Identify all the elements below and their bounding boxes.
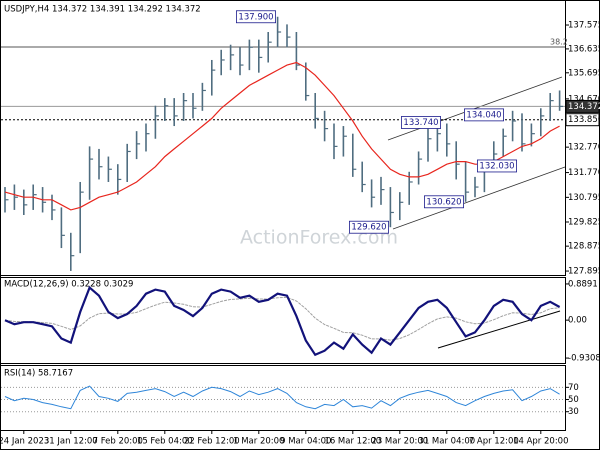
annotation-box	[477, 159, 517, 173]
annotation-box	[401, 116, 441, 129]
moving-average	[4, 61, 560, 211]
annotation-label: 130.620	[426, 197, 461, 207]
y-tick-label: 0.00	[568, 316, 587, 326]
price-label: 133.850	[568, 115, 600, 125]
x-tick-label: 7 Apr 12:00	[469, 437, 519, 447]
signal-line	[4, 296, 560, 341]
y-tick-label: 132.770	[568, 143, 600, 153]
y-tick-label: 130.795	[568, 193, 600, 203]
annotation-label: 133.740	[403, 118, 438, 128]
annotation-box	[236, 10, 276, 24]
y-tick-label: 70	[568, 383, 579, 393]
x-tick-label: 15 Feb 04:00	[137, 437, 193, 447]
price-box	[565, 113, 600, 127]
annotation-box	[424, 195, 464, 209]
x-tick-label: 1 Mar 20:00	[233, 437, 284, 447]
x-tick-label: 23 Mar 20:00	[371, 437, 428, 447]
macd-trendline	[437, 310, 561, 349]
y-tick-label: 137.575	[568, 21, 600, 31]
annotation-box	[464, 108, 504, 122]
chart-title: USDJPY,H4 134.372 134.391 134.292 134.37…	[4, 5, 201, 15]
y-tick-label: 30	[568, 407, 579, 417]
x-tick-label: 7 Feb 20:00	[93, 437, 143, 447]
y-tick-label: 0.8891	[568, 279, 598, 289]
y-tick-label: 135.695	[568, 68, 600, 78]
x-tick-label: 31 Jan 12:00	[44, 437, 98, 447]
price-label: 134.372	[568, 102, 600, 112]
annotation-label: 132.030	[479, 161, 514, 171]
y-tick-label: 134.670	[568, 94, 600, 104]
y-tick-label: 50	[568, 395, 579, 405]
y-tick-label: 129.825	[568, 218, 600, 228]
y-tick-label: -0.9308	[568, 354, 600, 364]
y-tick-label: 136.635	[568, 44, 600, 54]
macd-title: MACD(12,26,9) 0.3228 0.3029	[4, 280, 133, 290]
annotation-box	[349, 220, 389, 234]
x-tick-label: 22 Feb 12:00	[184, 437, 240, 447]
rsi-line	[4, 385, 560, 410]
x-tick-label: 9 Mar 04:00	[280, 437, 331, 447]
channel-lower	[392, 166, 566, 230]
annotation-label: 134.040	[466, 110, 501, 120]
rsi-title: RSI(14) 58.7167	[4, 369, 73, 379]
main-panel	[0, 0, 566, 276]
x-tick-label: 31 Mar 04:00	[418, 437, 475, 447]
y-tick-label: 131.770	[568, 168, 600, 178]
rsi-panel	[0, 365, 566, 431]
x-tick-label: 14 Apr 20:00	[513, 437, 568, 447]
y-tick-label: 127.895	[568, 267, 600, 277]
fib-label: 38.2	[550, 38, 568, 47]
x-tick-label: 24 Jan 2023	[0, 437, 49, 447]
macd-line	[4, 285, 561, 357]
annotation-label: 137.900	[238, 12, 273, 22]
price-box	[565, 99, 600, 113]
annotation-label: 129.620	[351, 223, 386, 233]
y-tick-label: 128.875	[568, 242, 600, 252]
x-tick-label: 16 Mar 12:00	[324, 437, 381, 447]
